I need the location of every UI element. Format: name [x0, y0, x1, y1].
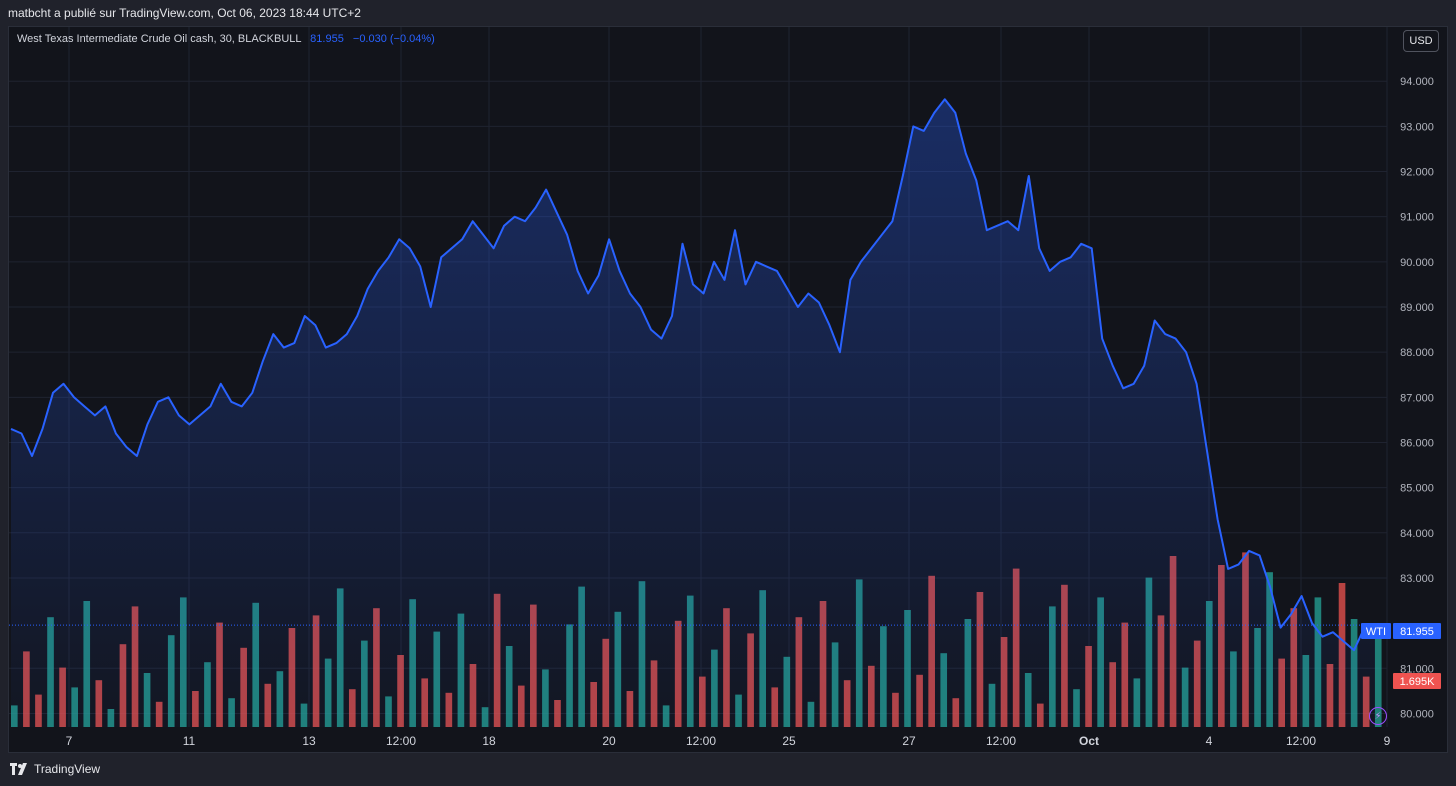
footer-brand-label: TradingView [34, 762, 101, 776]
price-area-fill [11, 99, 1375, 728]
last-price-tag-bg [1393, 623, 1441, 639]
tradingview-logo-icon [10, 763, 27, 775]
y-tick-label: 80.000 [1400, 708, 1434, 720]
x-tick-label: 20 [602, 734, 616, 748]
time-axis[interactable]: 7 11 13 12:00 18 20 12:00 25 27 12:00 Oct 4 12:00 9 [66, 734, 1391, 748]
y-tick-label: 86.000 [1400, 437, 1434, 449]
volume-tag: 1.695K [1400, 676, 1436, 688]
y-tick-label: 89.000 [1400, 302, 1434, 314]
x-tick-label: 12:00 [386, 734, 416, 748]
volume-bar [1374, 633, 1382, 727]
legend-change: −0.030 (−0.04%) [352, 33, 435, 45]
y-tick-label: 84.000 [1400, 528, 1434, 540]
price-axis[interactable]: 94.000 93.000 92.000 91.000 90.000 89.000 88.0… [1400, 76, 1434, 720]
y-tick-label: 87.000 [1400, 392, 1434, 404]
symbol-tag-bg [1361, 623, 1391, 639]
y-tick-label: 83.000 [1400, 573, 1434, 585]
price-line [10, 98, 1376, 652]
y-tick-label: 91.000 [1400, 212, 1434, 224]
y-tick-label: 81.000 [1400, 663, 1434, 675]
x-tick-label: 13 [302, 734, 316, 748]
x-tick-label: 11 [183, 734, 196, 748]
x-tick-label: 12:00 [1286, 734, 1316, 748]
y-tick-label: 94.000 [1400, 76, 1434, 88]
last-price-tag: 81.955 [1400, 626, 1434, 638]
chart-area[interactable]: 94.000 93.000 92.000 91.000 90.000 89.000 88.0… [8, 26, 1448, 753]
symbol-title[interactable]: West Texas Intermediate Crude Oil cash, … [17, 33, 302, 45]
x-tick-label: 27 [902, 734, 916, 748]
x-tick-label: 25 [782, 734, 796, 748]
y-tick-label: 93.000 [1400, 121, 1434, 133]
volume-tag-bg [1393, 673, 1441, 689]
price-labels: WTI 81.955 1.695K [1361, 623, 1441, 689]
x-tick-label: 12:00 [986, 734, 1016, 748]
x-tick-label: 4 [1206, 734, 1213, 748]
currency-button[interactable]: USD [1403, 30, 1439, 52]
y-tick-label: 85.000 [1400, 483, 1434, 495]
y-tick-label: 90.000 [1400, 257, 1434, 269]
x-tick-label: 7 [66, 734, 73, 748]
bolt-icon[interactable]: ⚡ [1369, 707, 1387, 725]
x-tick-label: 18 [482, 734, 496, 748]
footer-brand[interactable]: TradingView [10, 762, 100, 776]
y-tick-label: 88.000 [1400, 347, 1434, 359]
price-chart[interactable]: 94.000 93.000 92.000 91.000 90.000 89.000 88.0… [9, 27, 1447, 752]
symbol-tag: WTI [1366, 626, 1386, 638]
symbol-legend[interactable]: West Texas Intermediate Crude Oil cash, … [17, 33, 435, 45]
y-tick-label: 92.000 [1400, 167, 1434, 179]
x-tick-label: Oct [1079, 734, 1099, 748]
publisher-header: matbcht a publié sur TradingView.com, Oc… [8, 6, 361, 20]
legend-last-value: 81.955 [310, 33, 344, 45]
x-tick-label: 9 [1384, 734, 1391, 748]
x-tick-label: 12:00 [686, 734, 716, 748]
